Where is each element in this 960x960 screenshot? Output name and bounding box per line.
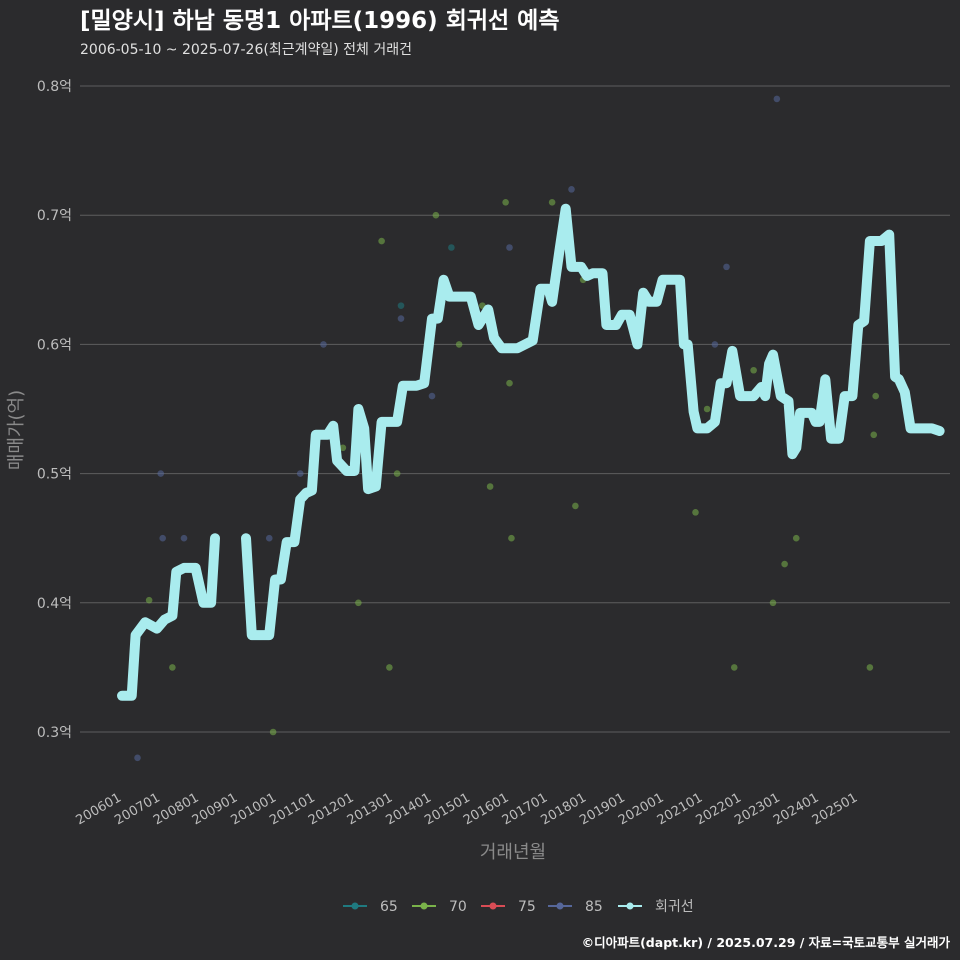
scatter-points [134, 95, 879, 762]
x-axis-ticks: 2006012007012008012009012010012011012012… [74, 790, 861, 828]
data-point-70 [750, 366, 757, 374]
data-point-70 [692, 509, 699, 516]
y-tick-label: 0.3억 [37, 725, 72, 741]
data-point-70 [866, 664, 874, 671]
data-point-70 [145, 596, 153, 604]
data-point-70 [386, 664, 393, 671]
legend: 65 70 75 85 회귀선 [343, 899, 694, 915]
data-point-70 [792, 534, 800, 542]
data-point-70 [355, 599, 362, 607]
regression-line [117, 203, 945, 701]
data-point-85 [711, 341, 719, 348]
data-point-70 [769, 599, 777, 607]
legend-label: 75 [518, 899, 536, 915]
data-point-70 [703, 405, 711, 413]
data-point-70 [339, 444, 347, 452]
source-caption: ©디아파트(dapt.kr) / 2025.07.29 / 자료=국토교통부 실… [582, 935, 951, 950]
x-axis-label: 거래년월 [480, 842, 546, 863]
data-point-70 [378, 237, 385, 245]
data-point-85 [134, 754, 141, 762]
legend-key-dot [556, 902, 564, 910]
data-point-70 [872, 392, 879, 400]
data-point-85 [397, 315, 405, 322]
data-point-85 [320, 341, 327, 348]
y-tick-label: 0.4억 [37, 596, 72, 612]
data-point-85 [159, 534, 166, 542]
legend-label: 65 [380, 899, 398, 915]
data-point-70 [572, 502, 579, 510]
data-point-85 [428, 392, 436, 400]
chart-subtitle: 2006-05-10 ~ 2025-07-26(최근계약일) 전체 거래건 [80, 42, 412, 58]
legend-label: 70 [449, 899, 467, 915]
y-tick-label: 0.5억 [37, 467, 72, 483]
y-axis-label: 매매가(억) [6, 390, 27, 470]
y-tick-label: 0.6억 [37, 337, 72, 353]
chart-title: [밀양시] 하남 동명1 아파트(1996) 회귀선 예측 [80, 8, 560, 34]
data-point-85 [773, 95, 781, 103]
data-point-70 [169, 664, 176, 671]
data-point-85 [568, 186, 575, 193]
data-point-70 [506, 379, 513, 387]
data-point-70 [432, 211, 440, 219]
data-point-70 [393, 470, 401, 477]
regression-line-segment [241, 203, 945, 641]
y-tick-label: 0.8억 [37, 79, 72, 95]
data-point-85 [157, 470, 165, 477]
legend-key-dot [351, 902, 359, 910]
data-point-70 [486, 483, 494, 490]
data-point-70 [548, 198, 556, 206]
legend-label: 회귀선 [655, 899, 694, 915]
grid-lines [80, 85, 950, 733]
data-point-85 [506, 244, 513, 251]
data-point-85 [723, 263, 730, 271]
legend-key-dot [489, 902, 497, 910]
data-point-85 [296, 470, 304, 477]
data-point-85 [265, 534, 273, 542]
data-point-70 [502, 198, 509, 206]
x-tick-label: 202501 [810, 790, 860, 828]
y-tick-label: 0.7억 [37, 208, 72, 224]
legend-key-dot [626, 902, 634, 910]
data-point-70 [455, 341, 463, 348]
data-point-70 [269, 728, 277, 736]
data-point-85 [180, 534, 188, 542]
data-point-70 [730, 664, 738, 671]
data-point-70 [870, 431, 878, 439]
data-point-70 [508, 534, 515, 542]
regression-line-segment [117, 533, 220, 701]
data-point-65 [448, 244, 455, 251]
data-point-70 [781, 560, 788, 568]
data-point-65 [397, 302, 405, 309]
y-axis-ticks: 0.3억 0.4억 0.5억 0.6억 0.7억 0.8억 [37, 79, 72, 741]
legend-label: 85 [585, 899, 603, 915]
legend-key-dot [420, 902, 428, 910]
